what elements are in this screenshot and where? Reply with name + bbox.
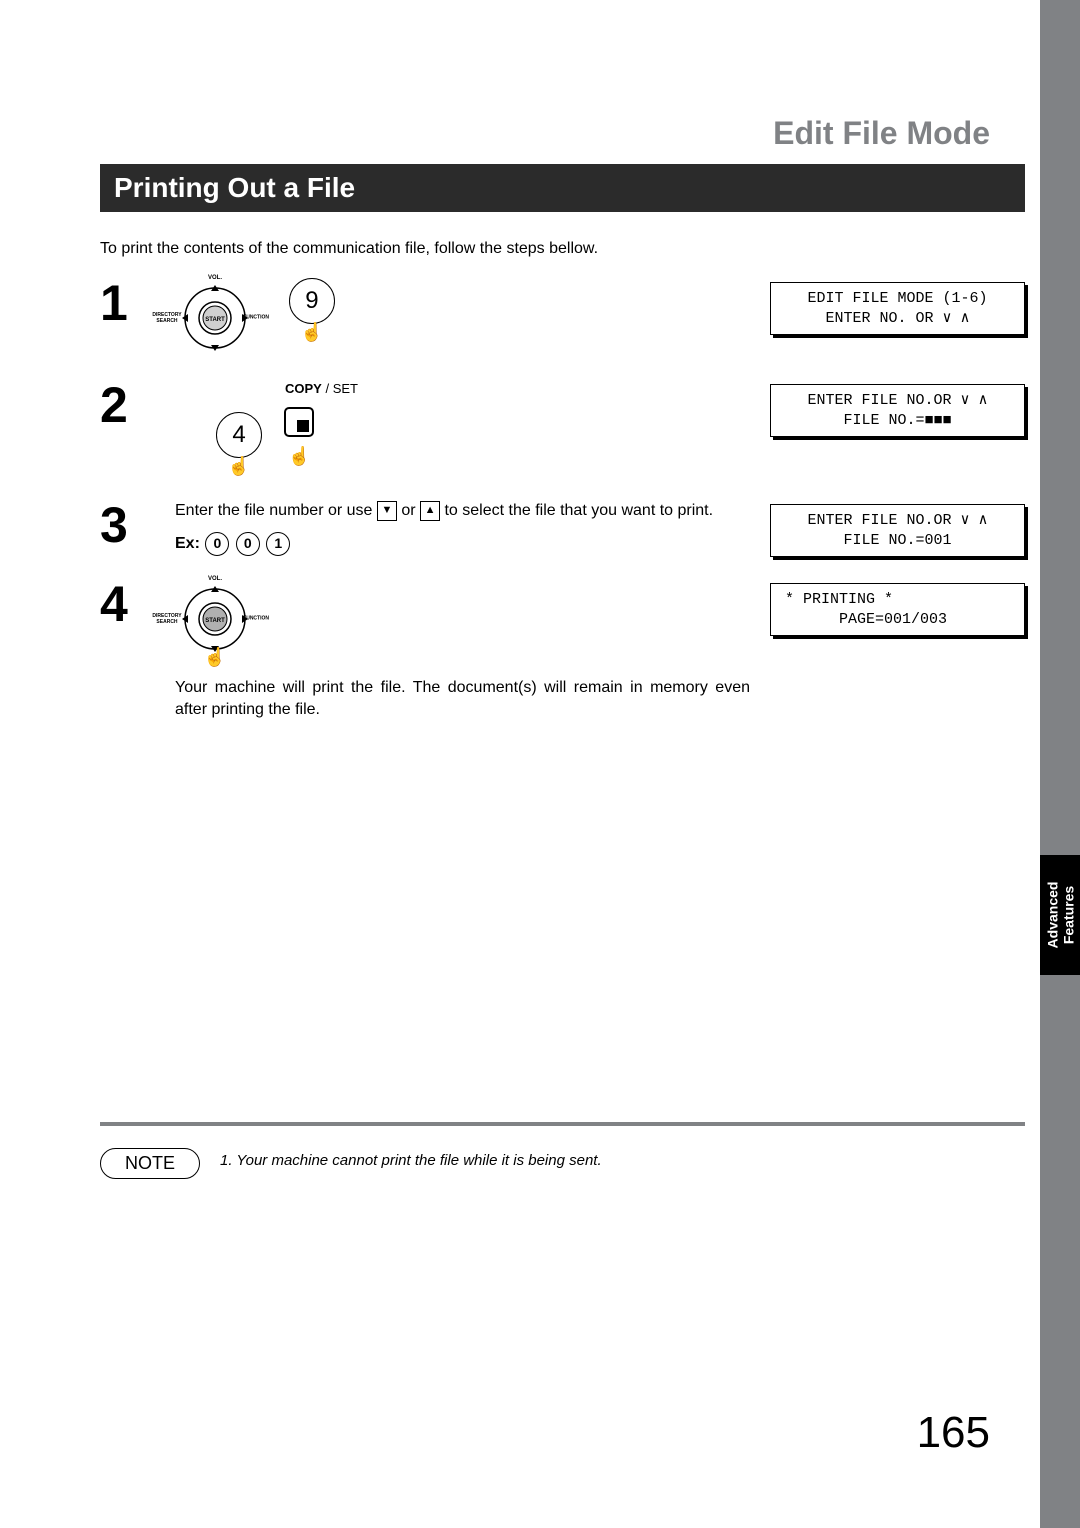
key-4-press: 4 ☝ [215,412,263,478]
down-arrow-icon: ▼ [377,501,397,521]
step-body: START VOL. DIRECTORYSEARCH FUNCTION 9 ☝ [175,278,770,358]
divider-line [100,1122,1025,1126]
dial-left-label: DIRECTORYSEARCH [152,613,181,625]
ex-label: Ex: [175,535,200,552]
hand-icon: ☝ [228,454,250,478]
steps-container: 1 START VOL. DIRECTORYSEARCH FUNCTION [100,278,1025,720]
side-tab-line2: Features [1060,886,1076,944]
key-9-press: 9 ☝ [288,278,336,344]
lcd-line1: ENTER FILE NO.OR ∨ ∧ [807,512,987,529]
chapter-side-tab: Advanced Features [1040,855,1080,975]
intro-text: To print the contents of the communicati… [100,240,1025,258]
note-badge: NOTE [100,1148,200,1179]
hand-icon: ☝ [301,320,323,344]
dial-right-label: FUNCTION [243,315,269,322]
lcd-line2: PAGE=001/003 [839,611,947,628]
set-key-icon [279,402,319,449]
side-tab-line1: Advanced [1044,882,1060,949]
hand-icon: ☝ [288,444,310,468]
lcd-line2: ENTER NO. OR ∨ ∧ [825,310,969,327]
dial-right-label: FUNCTION [243,616,269,623]
lcd-line2: FILE NO.=001 [843,532,951,549]
note-row: NOTE 1. Your machine cannot print the fi… [100,1148,1025,1179]
ex-key-1: 1 [266,532,290,556]
ex-key-0b: 0 [236,532,260,556]
key-9-icon: 9 [289,278,335,324]
lcd-line2: FILE NO.=■■■ [843,412,951,429]
dial-control-icon: START VOL. DIRECTORYSEARCH FUNCTION [175,278,255,358]
step-number: 2 [100,380,175,430]
step-body: Enter the file number or use ▼ or ▲ to s… [175,500,770,556]
step3-or: or [401,502,420,519]
ex-key-0a: 0 [205,532,229,556]
section-header: Printing Out a File [100,164,1025,212]
svg-text:START: START [205,618,225,624]
lcd-display: ENTER FILE NO.OR ∨ ∧ FILE NO.=■■■ [770,384,1025,437]
svg-text:START: START [205,317,225,323]
note-text: 1. Your machine cannot print the file wh… [220,1148,602,1169]
lcd-display: * PRINTING * PAGE=001/003 [770,583,1025,636]
side-band [1040,0,1080,1528]
step-row: 3 Enter the file number or use ▼ or ▲ to… [100,500,1025,557]
lcd-display: EDIT FILE MODE (1-6) ENTER NO. OR ∨ ∧ [770,282,1025,335]
dial-left-label: DIRECTORYSEARCH [152,312,181,324]
dial-top-label: VOL. [208,274,222,282]
key-4-icon: 4 [216,412,262,458]
up-arrow-icon: ▲ [420,501,440,521]
step3-rest: to select the file that you want to prin… [444,502,713,519]
example-line: Ex: 0 0 1 [175,532,750,556]
set-key-press: ☝ [279,402,319,469]
hand-icon: ☝ [204,645,226,669]
page-number: 165 [917,1408,990,1458]
lcd-line1: * PRINTING * [785,591,947,608]
step-number: 3 [100,500,175,550]
step4-text: Your machine will print the file. The do… [175,677,750,720]
step-row: 2 COPY / SET 4 ☝ ☝ ENTER FILE NO.OR ∨ ∧ … [100,380,1025,478]
copy-label: COPY [285,381,322,396]
copy-set-label: COPY / SET [175,380,750,398]
step-body: START VOL. DIRECTORYSEARCH FUNCTION ☝ Yo… [175,579,770,720]
lcd-line1: ENTER FILE NO.OR ∨ ∧ [807,392,987,409]
dial-top-label: VOL. [208,575,222,583]
step-body: COPY / SET 4 ☝ ☝ [175,380,770,478]
lcd-line1: EDIT FILE MODE (1-6) [807,290,987,307]
lcd-display: ENTER FILE NO.OR ∨ ∧ FILE NO.=001 [770,504,1025,557]
dial-control-icon: START VOL. DIRECTORYSEARCH FUNCTION ☝ [175,579,255,659]
set-label: SET [333,381,358,396]
step-row: 1 START VOL. DIRECTORYSEARCH FUNCTION [100,278,1025,358]
step-row: 4 START VOL. DIRECTORYSEARCH FUNCTION ☝ [100,579,1025,720]
step3-text: Enter the file number or use [175,502,377,519]
chapter-title: Edit File Mode [0,0,1080,164]
